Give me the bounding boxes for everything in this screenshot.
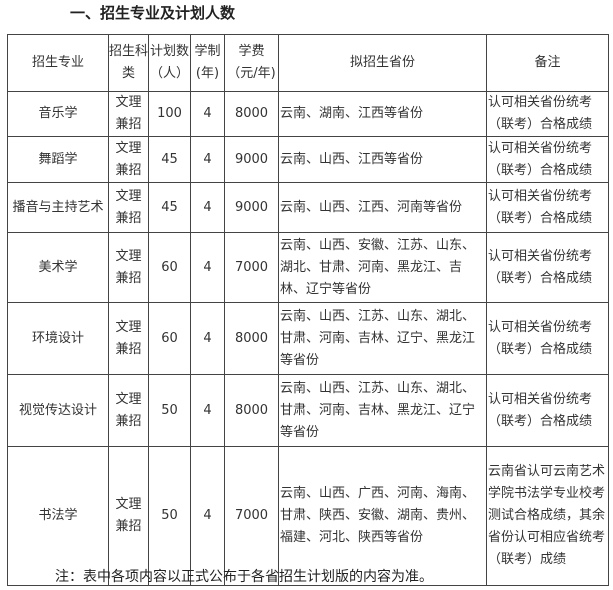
category-cell: 文理兼招 xyxy=(108,136,149,183)
remark-cell: 认可相关省份统考（联考）合格成绩 xyxy=(486,374,609,447)
table-row: 书法学 文理兼招 50 4 7000 云南、山西、广西、河南、海南、甘肃、陕西、安徽、湖南… xyxy=(7,446,609,586)
fee-cell: 8000 xyxy=(224,302,279,375)
years-cell: 4 xyxy=(190,302,225,375)
plan-cell: 50 xyxy=(148,374,191,447)
table-row: 舞蹈学 文理兼招 45 4 9000 云南、山西、江西等省份 认可相关省份统考（联考）合格成… xyxy=(7,136,609,183)
plan-cell: 100 xyxy=(148,91,191,137)
fee-cell: 7000 xyxy=(224,446,279,586)
fee-cell: 8000 xyxy=(224,374,279,447)
provinces-cell: 云南、山西、江西、河南等省份 xyxy=(278,182,487,233)
major-cell: 视觉传达设计 xyxy=(7,374,109,447)
plan-cell: 60 xyxy=(148,232,191,303)
years-cell: 4 xyxy=(190,232,225,303)
fee-cell: 8000 xyxy=(224,91,279,137)
category-cell: 文理兼招 xyxy=(108,302,149,375)
major-cell: 播音与主持艺术 xyxy=(7,182,109,233)
category-cell: 文理兼招 xyxy=(108,374,149,447)
remark-cell: 认可相关省份统考（联考）合格成绩 xyxy=(486,91,609,137)
years-cell: 4 xyxy=(190,374,225,447)
enrollment-table: 招生专业 招生科类 计划数（人） 学制(年) 学费（元/年) 拟招生省份 备注 … xyxy=(7,34,609,586)
provinces-cell: 云南、山西、江苏、山东、湖北、甘肃、河南、吉林、辽宁、黑龙江等省份 xyxy=(278,302,487,375)
table-row: 播音与主持艺术 文理兼招 45 4 9000 云南、山西、江西、河南等省份 认可相关省份统考… xyxy=(7,182,609,233)
provinces-cell: 云南、山西、江西等省份 xyxy=(278,136,487,183)
provinces-cell: 云南、山西、广西、河南、海南、甘肃、陕西、安徽、湖南、贵州、福建、河北、陕西等省… xyxy=(278,446,487,586)
remark-cell: 云南省认可云南艺术学院书法学专业校考测试合格成绩，其余省份认可相应省统考（联考）… xyxy=(486,446,609,586)
remark-cell: 认可相关省份统考（联考）合格成绩 xyxy=(486,232,609,303)
table-row: 视觉传达设计 文理兼招 50 4 8000 云南、山西、江苏、山东、湖北、甘肃、河南、吉林… xyxy=(7,374,609,447)
major-cell: 环境设计 xyxy=(7,302,109,375)
remark-cell: 认可相关省份统考（联考）合格成绩 xyxy=(486,182,609,233)
category-cell: 文理兼招 xyxy=(108,446,149,586)
major-cell: 舞蹈学 xyxy=(7,136,109,183)
years-cell: 4 xyxy=(190,91,225,137)
header-remark: 备注 xyxy=(486,34,609,92)
plan-cell: 60 xyxy=(148,302,191,375)
category-cell: 文理兼招 xyxy=(108,91,149,137)
provinces-cell: 云南、山西、江苏、山东、湖北、甘肃、河南、吉林、黑龙江、辽宁等省份 xyxy=(278,374,487,447)
plan-cell: 45 xyxy=(148,136,191,183)
category-cell: 文理兼招 xyxy=(108,182,149,233)
footnote: 注：表中各项内容以正式公布于各省招生计划版的内容为准。 xyxy=(55,569,433,585)
header-major: 招生专业 xyxy=(7,34,109,92)
years-cell: 4 xyxy=(190,446,225,586)
plan-cell: 45 xyxy=(148,182,191,233)
years-cell: 4 xyxy=(190,182,225,233)
provinces-cell: 云南、山西、安徽、江苏、山东、湖北、甘肃、河南、黑龙江、吉林、辽宁等省份 xyxy=(278,232,487,303)
major-cell: 书法学 xyxy=(7,446,109,586)
years-cell: 4 xyxy=(190,136,225,183)
fee-cell: 7000 xyxy=(224,232,279,303)
header-years: 学制(年) xyxy=(190,34,225,92)
table-header-row: 招生专业 招生科类 计划数（人） 学制(年) 学费（元/年) 拟招生省份 备注 xyxy=(7,34,609,92)
fee-cell: 9000 xyxy=(224,136,279,183)
header-category: 招生科类 xyxy=(108,34,149,92)
table-row: 美术学 文理兼招 60 4 7000 云南、山西、安徽、江苏、山东、湖北、甘肃、河南、黑龙… xyxy=(7,232,609,303)
major-cell: 音乐学 xyxy=(7,91,109,137)
plan-cell: 50 xyxy=(148,446,191,586)
header-fee: 学费（元/年) xyxy=(224,34,279,92)
fee-cell: 9000 xyxy=(224,182,279,233)
remark-cell: 认可相关省份统考（联考）合格成绩 xyxy=(486,136,609,183)
section-title: 一、招生专业及计划人数 xyxy=(70,4,236,22)
header-plan: 计划数（人） xyxy=(148,34,191,92)
major-cell: 美术学 xyxy=(7,232,109,303)
category-cell: 文理兼招 xyxy=(108,232,149,303)
provinces-cell: 云南、湖南、江西等省份 xyxy=(278,91,487,137)
table-row: 环境设计 文理兼招 60 4 8000 云南、山西、江苏、山东、湖北、甘肃、河南、吉林、辽… xyxy=(7,302,609,375)
table-row: 音乐学 文理兼招 100 4 8000 云南、湖南、江西等省份 认可相关省份统考（联考）合格… xyxy=(7,91,609,137)
header-provinces: 拟招生省份 xyxy=(278,34,487,92)
remark-cell: 认可相关省份统考（联考）合格成绩 xyxy=(486,302,609,375)
